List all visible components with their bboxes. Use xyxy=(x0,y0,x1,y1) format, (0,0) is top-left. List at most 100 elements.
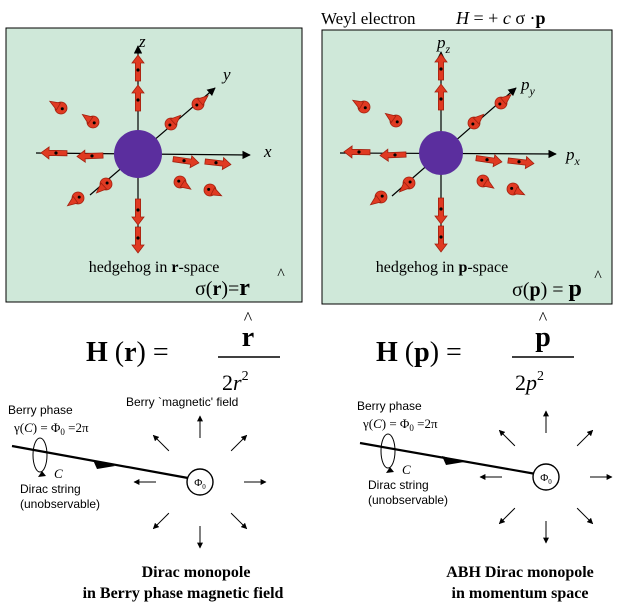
flux-circle xyxy=(186,468,214,496)
field-arrow xyxy=(152,512,170,530)
berry-phase-label: Berry phase xyxy=(357,399,422,413)
spin-arrow xyxy=(369,190,388,206)
left-hedgehog-panel: x y z hedgehog in r-space σ(r)=r ^ xyxy=(5,27,303,303)
dirac-string-label: Dirac string xyxy=(368,478,429,492)
left-field-denominator: 2r2 xyxy=(222,369,249,395)
monopole-sphere xyxy=(419,131,463,175)
right-formula: σ(p) = p xyxy=(512,276,582,302)
flux-label: Φ0 xyxy=(194,477,206,491)
field-arrows xyxy=(479,410,613,544)
spin-arrow xyxy=(203,183,223,197)
string-arrowhead xyxy=(93,460,115,469)
right-panel-background xyxy=(321,29,613,305)
spin-arrows xyxy=(343,53,535,253)
left-dirac-monopole: Berry phase γ(C) = Φ0 =2π Berry `magneti… xyxy=(8,395,284,602)
spin-arrow xyxy=(81,113,100,129)
berry-loop xyxy=(380,433,396,469)
spin-arrow xyxy=(398,176,416,193)
right-field-formula: H (p) = p ^ 2p2 xyxy=(376,308,574,395)
monopole-sphere xyxy=(114,130,162,178)
right-monopole-title-1: ABH Dirac monopole xyxy=(446,564,594,581)
string-arrowhead xyxy=(442,456,464,465)
spin-arrow xyxy=(173,175,192,190)
spin-arrow xyxy=(131,226,145,254)
px-axis-label: px xyxy=(565,145,581,168)
spin-arrow xyxy=(434,225,448,253)
right-field-lhs: H (p) = xyxy=(376,337,462,368)
dirac-string-label: Dirac string xyxy=(20,482,81,496)
spin-arrow xyxy=(131,84,145,112)
spin-arrow xyxy=(475,153,503,168)
berry-gamma-formula: γ(C) = Φ0 =2π xyxy=(13,420,89,437)
field-arrow xyxy=(230,512,248,530)
dirac-string-unobservable: (unobservable) xyxy=(368,493,448,507)
spin-arrow xyxy=(343,145,371,159)
right-field-denominator: 2p2 xyxy=(515,369,544,395)
spin-arrow xyxy=(379,148,407,162)
spin-arrow xyxy=(467,113,485,130)
field-arrow xyxy=(498,507,516,525)
z-axis-label: z xyxy=(138,32,146,51)
spin-arrow xyxy=(434,53,448,81)
spin-arrow xyxy=(434,83,448,111)
spin-arrow xyxy=(40,146,68,160)
pz-axis-label: pz xyxy=(436,33,451,56)
weyl-electron-label: Weyl electron xyxy=(321,9,416,28)
spin-arrow xyxy=(494,94,512,110)
flux-circle xyxy=(532,463,560,491)
berry-loop-arrow xyxy=(386,467,394,473)
spin-arrow xyxy=(131,54,145,82)
spin-arrow xyxy=(384,112,403,128)
spin-arrow xyxy=(351,99,371,114)
py-axis-label: py xyxy=(520,75,536,98)
left-field-lhs: H (r) = xyxy=(86,337,169,368)
weyl-hamiltonian: H = + c σ ·p xyxy=(455,8,546,28)
spin-arrow xyxy=(131,198,145,226)
loop-label-c: C xyxy=(402,462,411,477)
field-arrow xyxy=(230,434,248,452)
left-field-numerator: r xyxy=(242,322,254,353)
field-arrow xyxy=(576,507,594,525)
spin-arrow xyxy=(172,154,200,169)
spin-arrow xyxy=(506,182,526,196)
loop-label-c: C xyxy=(54,466,63,481)
berry-loop xyxy=(32,437,48,473)
left-monopole-title-2: in Berry phase magnetic field xyxy=(83,585,284,602)
berry-gamma-formula: γ(C) = Φ0 =2π xyxy=(362,416,438,433)
left-monopole-title-1: Dirac monopole xyxy=(142,564,251,581)
y-axis-label: y xyxy=(221,65,231,84)
right-dirac-monopole: Berry phase γ(C) = Φ0 =2π C Dirac string… xyxy=(357,399,613,602)
top-header: Weyl electron H = + c σ ·p xyxy=(321,8,546,28)
right-field-numerator: p xyxy=(535,322,551,353)
field-arrows xyxy=(133,415,267,549)
left-field-formula: H (r) = r ^ 2r2 xyxy=(86,308,280,395)
field-arrow xyxy=(498,429,516,447)
flux-label: Φ0 xyxy=(540,472,552,486)
left-field-hat: ^ xyxy=(244,308,253,328)
berry-field-label: Berry `magnetic' field xyxy=(126,395,238,409)
right-caption: hedgehog in p-space xyxy=(376,259,508,276)
right-field-hat: ^ xyxy=(539,308,548,328)
left-caption: hedgehog in r-space xyxy=(89,259,220,276)
spin-arrow xyxy=(204,156,232,171)
berry-phase-label: Berry phase xyxy=(8,403,73,417)
spin-arrow xyxy=(66,191,85,207)
spin-arrow xyxy=(76,149,104,163)
dirac-string-unobservable: (unobservable) xyxy=(20,497,100,511)
spin-arrow xyxy=(191,95,209,111)
spin-arrow xyxy=(48,100,68,115)
right-hedgehog-panel: px py pz hedgehog in p-space σ(p) = p ^ xyxy=(321,29,613,305)
field-arrow xyxy=(152,434,170,452)
left-formula-hat: ^ xyxy=(277,266,285,283)
spin-arrow xyxy=(95,177,113,194)
left-formula: σ(r)=r xyxy=(195,275,250,301)
spin-arrow xyxy=(507,155,535,170)
right-formula-hat: ^ xyxy=(594,268,602,285)
spin-arrow xyxy=(164,114,182,131)
spin-arrow xyxy=(476,174,495,189)
spin-arrows xyxy=(40,54,232,254)
x-axis-label: x xyxy=(263,142,272,161)
spin-arrow xyxy=(434,197,448,225)
right-monopole-title-2: in momentum space xyxy=(452,585,589,602)
